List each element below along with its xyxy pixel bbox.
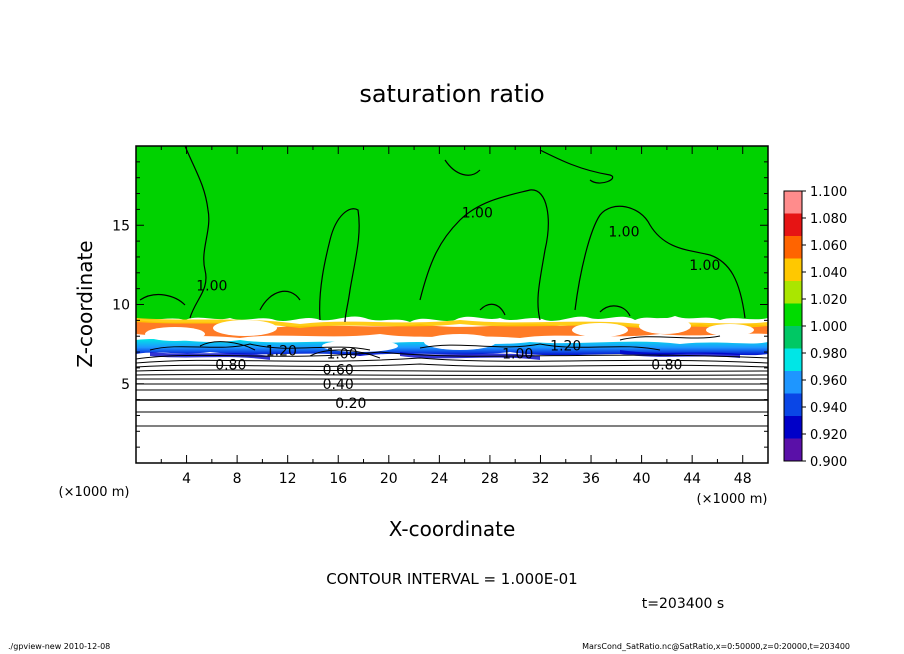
colorbar-label: 1.080 <box>810 212 847 227</box>
colorbar-segment <box>784 393 802 416</box>
y-tick-label: 5 <box>121 377 130 393</box>
contour-label: 1.20 <box>266 343 297 359</box>
colorbar-segment <box>784 258 802 281</box>
colorbar-label: 1.100 <box>810 185 847 200</box>
contour-interval-text: CONTOUR INTERVAL = 1.000E-01 <box>326 570 577 588</box>
colorbar-label: 1.040 <box>810 266 847 281</box>
x-tick-label: 40 <box>633 471 651 487</box>
contour-label: 0.80 <box>651 358 682 374</box>
colorbar-label: 0.920 <box>810 428 847 443</box>
colorbar-label: 0.940 <box>810 401 847 416</box>
contour-label: 1.00 <box>689 258 720 274</box>
y-axis-label: Z-coordinate <box>73 240 97 367</box>
x-unit-label: (×1000 m) <box>697 492 768 507</box>
colorbar-segment <box>784 303 802 326</box>
colorbar-segment <box>784 191 802 214</box>
colorbar-label: 0.900 <box>810 455 847 470</box>
contour-label: 1.00 <box>608 225 639 241</box>
x-tick-label: 24 <box>430 471 448 487</box>
colorbar-label: 1.020 <box>810 293 847 308</box>
footer-right: MarsCond_SatRatio.nc@SatRatio,x=0:50000,… <box>582 642 850 651</box>
colorbar-segment <box>784 326 802 349</box>
colorbar-label: 1.000 <box>810 320 847 335</box>
chart-title: saturation ratio <box>359 80 544 108</box>
contour-label: 1.00 <box>462 206 493 222</box>
x-tick-label: 48 <box>734 471 752 487</box>
colorbar-segment <box>784 438 802 461</box>
x-tick-label: 36 <box>582 471 600 487</box>
y-unit-label: (×1000 m) <box>59 485 130 500</box>
upper-contours <box>139 146 746 323</box>
x-tick-label: 8 <box>233 471 242 487</box>
contour-label: 0.60 <box>323 362 354 378</box>
contour-labels: 1.00 1.00 1.00 1.00 1.00 1.00 0.20 0.400.60 0.80… <box>196 206 720 412</box>
contour-label: 1.00 <box>502 347 533 363</box>
x-axis-label: X-coordinate <box>389 517 516 541</box>
colorbar: 0.900 0.920 0.940 0.960 0.980 1.000 1.020 1.040… <box>783 185 847 470</box>
contour-label: 0.40 <box>323 377 354 393</box>
colorbar-segment <box>784 236 802 259</box>
contour-label: 0.20 <box>335 396 366 412</box>
y-tick-label: 15 <box>112 218 130 234</box>
contour-label: 1.00 <box>196 278 227 294</box>
y-tick-label: 10 <box>112 298 130 314</box>
lower-contours <box>136 335 768 427</box>
colorbar-segment <box>784 281 802 304</box>
x-tick-label: 44 <box>683 471 701 487</box>
time-text: t=203400 s <box>642 596 724 612</box>
contour-label: 1.00 <box>326 347 357 363</box>
x-tick-label: 32 <box>532 471 550 487</box>
x-tick-label: 20 <box>380 471 398 487</box>
x-tick-label: 28 <box>481 471 499 487</box>
x-tick-label: 4 <box>182 471 191 487</box>
colorbar-segment <box>784 416 802 439</box>
colorbar-segment <box>784 213 802 236</box>
colorbar-label: 0.980 <box>810 347 847 362</box>
colorbar-label: 0.960 <box>810 374 847 389</box>
x-axis: 4 8 12 16 20 24 28 32 36 40 44 48 <box>160 146 752 487</box>
contour-label: 0.80 <box>215 358 246 374</box>
colorbar-segment <box>784 348 802 371</box>
contour-label: 1.20 <box>550 339 581 355</box>
footer-left: ./gpview-new 2010-12-08 <box>8 642 111 651</box>
colorbar-label: 1.060 <box>810 239 847 254</box>
plot-area <box>136 146 768 463</box>
colorbar-segment <box>784 371 802 394</box>
y-axis: 5 10 15 <box>112 161 768 448</box>
saturated-region <box>136 146 768 322</box>
x-tick-label: 16 <box>329 471 347 487</box>
x-tick-label: 12 <box>279 471 297 487</box>
